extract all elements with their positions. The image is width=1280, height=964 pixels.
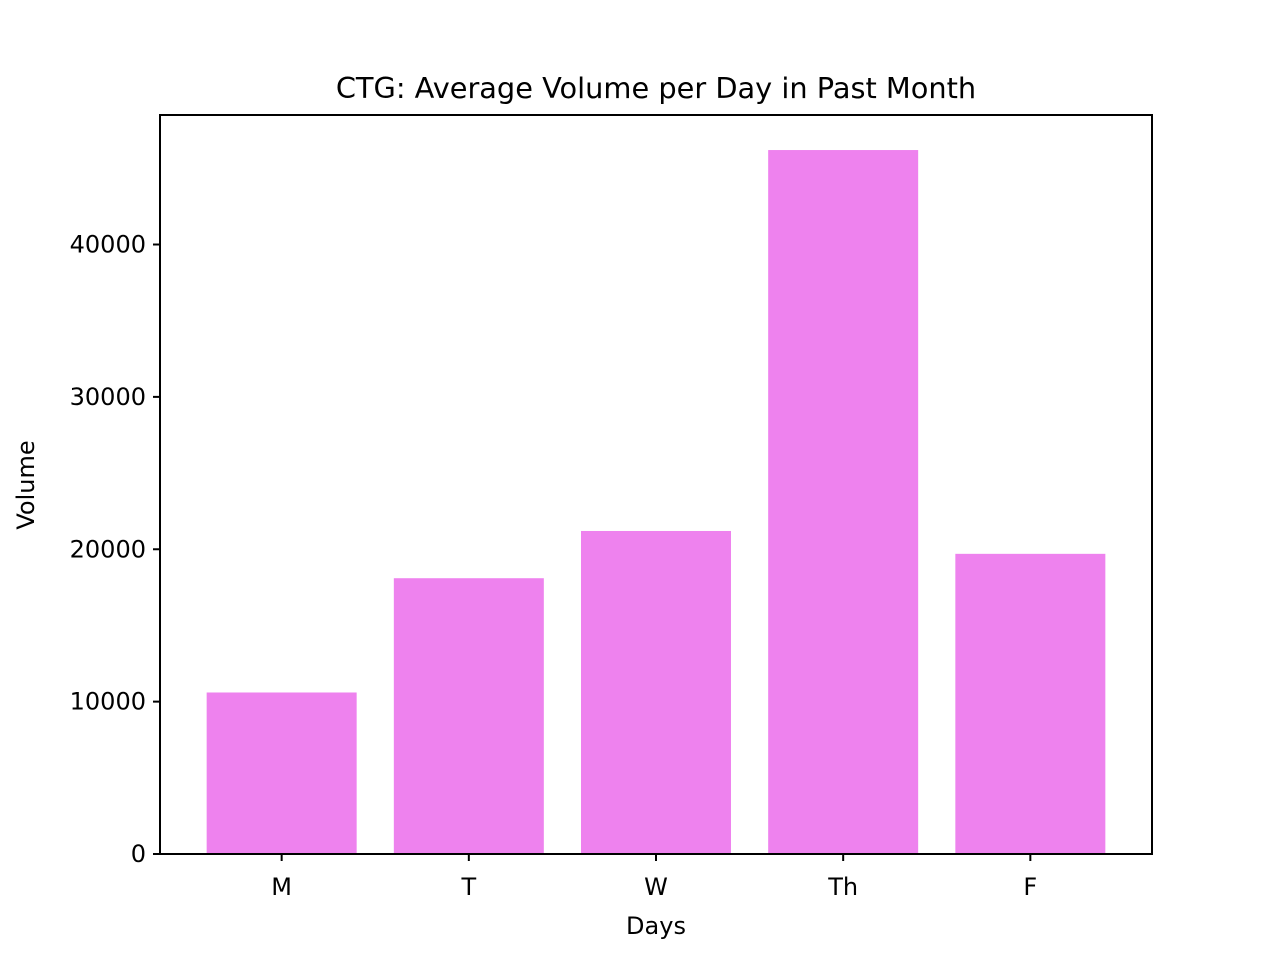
bar-m <box>206 692 357 854</box>
bar-t <box>393 578 544 854</box>
x-tick-label: W <box>644 873 668 901</box>
x-tick-label: Th <box>827 873 858 901</box>
y-axis-label: Volume <box>12 440 40 529</box>
y-tick-label: 30000 <box>70 383 146 411</box>
y-tick-label: 0 <box>131 840 146 868</box>
bar-w <box>581 530 731 854</box>
x-tick-label: T <box>460 873 476 901</box>
bar-f <box>955 553 1106 854</box>
x-axis-ticks: M T W Th F <box>271 854 1037 901</box>
x-axis-label: Days <box>626 912 686 940</box>
bar-th <box>768 150 919 855</box>
bars-group <box>206 150 1106 855</box>
plot-frame <box>159 114 1153 855</box>
x-tick-label: F <box>1023 873 1037 901</box>
x-tick-label: M <box>271 873 292 901</box>
y-tick-label: 20000 <box>70 535 146 563</box>
y-tick-label: 10000 <box>70 688 146 716</box>
y-tick-label: 40000 <box>70 231 146 259</box>
chart-title: CTG: Average Volume per Day in Past Mont… <box>336 71 976 105</box>
y-axis-ticks: 0 10000 20000 30000 40000 <box>70 231 160 868</box>
